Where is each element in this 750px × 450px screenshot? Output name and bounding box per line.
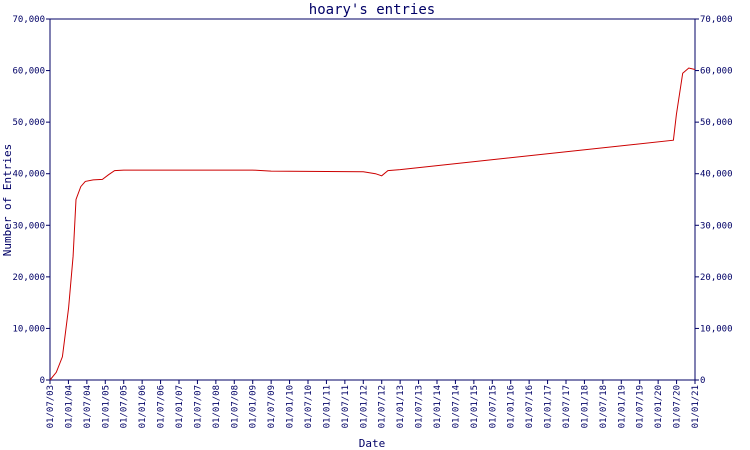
- y-tick-label-left: 50,000: [12, 118, 45, 128]
- x-tick-label: 01/01/18: [580, 385, 590, 428]
- y-tick-label-left: 70,000: [12, 15, 45, 25]
- x-tick-label: 01/07/12: [378, 385, 388, 428]
- x-tick-label: 01/01/12: [359, 385, 369, 428]
- y-tick-label-right: 60,000: [700, 67, 733, 77]
- y-tick-label-right: 70,000: [700, 15, 733, 25]
- x-tick-label: 01/07/07: [193, 385, 203, 428]
- plot-area-frame: [49, 18, 696, 381]
- x-tick-label: 01/01/19: [617, 385, 627, 428]
- x-tick-label: 01/01/05: [101, 385, 111, 428]
- x-tick-label: 01/01/04: [64, 385, 74, 428]
- x-axis: 01/07/03 01/01/04 01/07/04 01/01/05 01/07/05…: [46, 380, 701, 428]
- x-tick-label: 01/01/15: [470, 385, 480, 428]
- x-tick-label: 01/07/03: [46, 385, 56, 428]
- y-tick-label-right: 0: [700, 376, 705, 386]
- x-tick-label: 01/01/21: [691, 385, 701, 428]
- x-tick-label: 01/01/10: [286, 385, 296, 428]
- x-tick-label: 01/01/13: [396, 385, 406, 428]
- x-tick-label: 01/07/17: [562, 385, 572, 428]
- y-axis-left: 0 10,000 20,000 30,000 40,000 50,000 60,000 70,…: [12, 15, 50, 386]
- y-tick-label-left: 0: [40, 376, 45, 386]
- x-tick-label: 01/01/09: [249, 385, 259, 428]
- x-tick-label: 01/01/17: [544, 385, 554, 428]
- x-tick-label: 01/07/04: [83, 385, 93, 428]
- y-tick-label-right: 10,000: [700, 324, 733, 334]
- x-tick-label: 01/07/15: [488, 385, 498, 428]
- y-axis-title: Number of Entries: [1, 144, 14, 257]
- x-tick-label: 01/07/09: [267, 385, 277, 428]
- x-tick-label: 01/01/20: [654, 385, 664, 428]
- x-tick-label: 01/07/11: [341, 385, 351, 428]
- x-tick-label: 01/07/20: [673, 385, 683, 428]
- y-tick-label-left: 30,000: [12, 221, 45, 231]
- x-tick-label: 01/07/14: [451, 385, 461, 428]
- x-tick-label: 01/07/16: [525, 385, 535, 428]
- x-tick-label: 01/01/08: [212, 385, 222, 428]
- x-tick-label: 01/01/06: [138, 385, 148, 428]
- x-tick-label: 01/07/10: [304, 385, 314, 428]
- series-line: [49, 67, 696, 381]
- x-tick-label: 01/01/16: [507, 385, 517, 428]
- chart-title: hoary's entries: [309, 2, 435, 18]
- y-tick-label-right: 50,000: [700, 118, 733, 128]
- x-tick-label: 01/07/06: [157, 385, 167, 428]
- x-tick-label: 01/07/13: [415, 385, 425, 428]
- y-tick-label-left: 60,000: [12, 67, 45, 77]
- y-tick-label-left: 10,000: [12, 324, 45, 334]
- x-tick-label: 01/07/18: [599, 385, 609, 428]
- y-tick-label-right: 30,000: [700, 221, 733, 231]
- x-tick-label: 01/07/05: [120, 385, 130, 428]
- y-tick-label-right: 40,000: [700, 170, 733, 180]
- x-tick-label: 01/01/14: [433, 385, 443, 428]
- x-axis-title: Date: [359, 437, 386, 450]
- x-tick-label: 01/01/07: [175, 385, 185, 428]
- y-tick-label-left: 40,000: [12, 170, 45, 180]
- x-tick-label: 01/01/11: [322, 385, 332, 428]
- x-tick-label: 01/07/19: [636, 385, 646, 428]
- y-axis-right: 0 10,000 20,000 30,000 40,000 50,000 60,000 70,…: [695, 15, 733, 386]
- y-tick-label-left: 20,000: [12, 273, 45, 283]
- x-tick-label: 01/07/08: [230, 385, 240, 428]
- y-tick-label-right: 20,000: [700, 273, 733, 283]
